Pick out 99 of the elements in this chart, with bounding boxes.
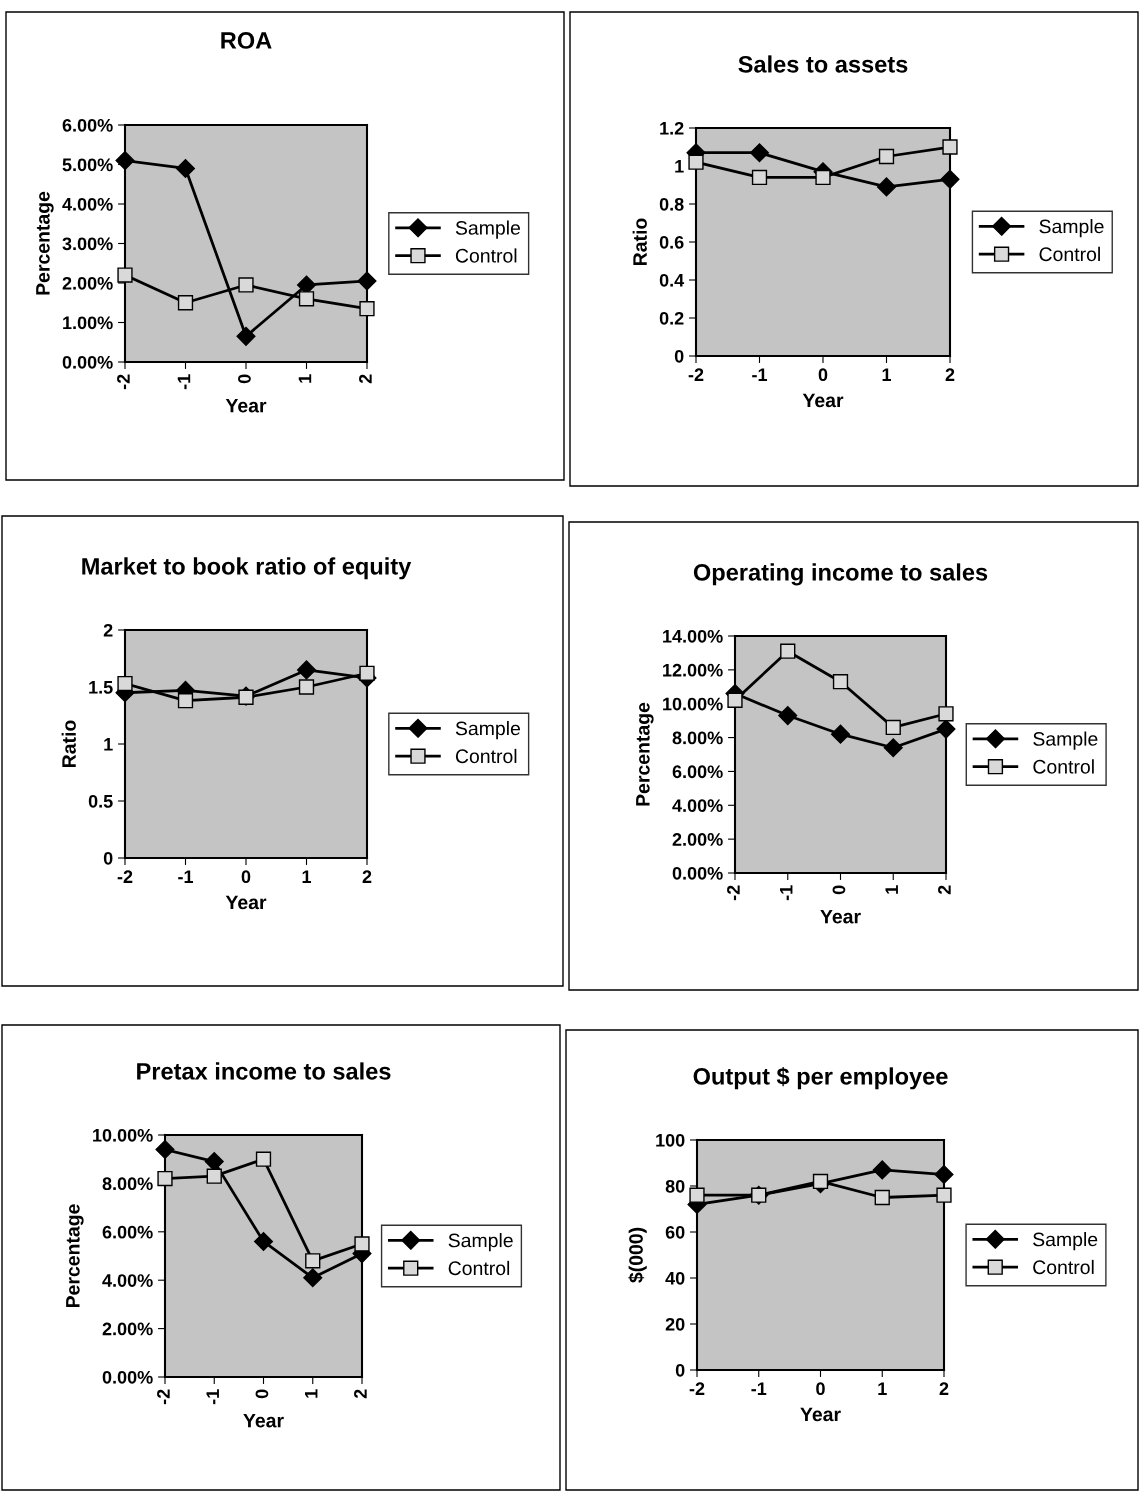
- y-tick-label: 0.8: [659, 197, 684, 211]
- x-tick-label: 1: [882, 368, 892, 381]
- x-tick-label: 2: [938, 885, 951, 895]
- y-tick-label: 0: [674, 349, 684, 363]
- legend-label: Control: [1039, 246, 1100, 262]
- chart-title: Operating income to sales: [693, 563, 988, 586]
- x-tick-label: -2: [157, 1389, 170, 1405]
- chart-title: Pretax income to sales: [137, 1062, 391, 1080]
- y-tick-label: 6.00%: [672, 765, 723, 779]
- legend-label: Control: [1033, 759, 1094, 774]
- y-tick-label: 10.00%: [93, 1128, 153, 1142]
- x-tick-label: 2: [362, 870, 372, 883]
- x-tick-label: 2: [354, 1389, 367, 1399]
- x-tick-label: 1: [302, 870, 312, 883]
- y-tick-label: 0.6: [659, 235, 684, 249]
- y-tick-label: 6.00%: [102, 1225, 153, 1239]
- y-tick-label: 1.00%: [63, 316, 113, 330]
- y-tick-label: 0.00%: [102, 1370, 153, 1384]
- x-tick-label: 0: [238, 374, 251, 384]
- y-tick-label: 8.00%: [672, 731, 723, 745]
- legend-label: Sample: [1033, 1232, 1098, 1251]
- y-axis-title: Ratio: [61, 720, 76, 767]
- y-tick-label: 80: [665, 1179, 685, 1193]
- y-tick-label: 2.00%: [672, 833, 723, 846]
- x-tick-label: -1: [751, 1382, 767, 1395]
- y-tick-label: 0: [675, 1363, 685, 1377]
- y-axis-title: Percentage: [36, 191, 54, 295]
- y-tick-label: 2: [103, 623, 113, 637]
- x-axis-title: Year: [243, 1413, 284, 1428]
- y-tick-label: 12.00%: [663, 663, 723, 677]
- chart-title: ROA: [221, 32, 272, 49]
- legend-label: Sample: [455, 220, 520, 239]
- y-tick-label: 1.5: [89, 681, 113, 694]
- y-tick-label: 4.00%: [62, 197, 113, 211]
- x-tick-label: -2: [688, 368, 704, 381]
- x-tick-label: 0: [241, 870, 251, 884]
- chart-title: Sales to assets: [738, 55, 908, 73]
- y-tick-label: 0.00%: [62, 355, 113, 369]
- legend-label: Control: [448, 1260, 510, 1276]
- y-tick-label: 1: [104, 738, 113, 751]
- y-tick-label: 10.00%: [663, 697, 723, 711]
- x-tick-label: 2: [939, 1382, 949, 1395]
- x-tick-label: 1: [298, 374, 312, 383]
- y-axis-title: Ratio: [632, 218, 647, 265]
- y-tick-label: 6.00%: [62, 118, 113, 132]
- x-axis-title: Year: [225, 398, 267, 413]
- y-tick-label: 8.00%: [102, 1177, 153, 1191]
- x-tick-label: 0: [816, 1382, 825, 1396]
- legend-label: Control: [1033, 1259, 1094, 1275]
- y-axis-title: $(000): [628, 1227, 647, 1283]
- legend-label: Control: [455, 748, 517, 764]
- y-axis-title: Percentage: [636, 702, 654, 806]
- y-tick-label: 0: [103, 851, 113, 865]
- x-tick-label: 0: [818, 368, 828, 382]
- x-axis-title: Year: [225, 895, 267, 910]
- y-tick-label: 60: [665, 1225, 685, 1239]
- x-tick-label: 2: [945, 368, 955, 381]
- x-tick-label: -1: [206, 1389, 219, 1405]
- x-tick-label: -2: [689, 1382, 705, 1395]
- x-axis-title: Year: [820, 909, 861, 924]
- y-tick-label: 0.5: [88, 794, 113, 808]
- y-tick-label: 40: [665, 1271, 685, 1285]
- y-tick-label: 0.4: [659, 273, 685, 287]
- x-axis-title: Year: [800, 1407, 841, 1422]
- x-tick-label: -2: [727, 885, 740, 901]
- y-tick-label: 1.2: [660, 121, 684, 135]
- y-tick-label: 4.00%: [672, 799, 723, 813]
- x-tick-label: -2: [117, 870, 133, 883]
- y-tick-label: 14.00%: [663, 629, 723, 643]
- legend-label: Sample: [1033, 731, 1098, 750]
- chart-title: Output $ per employee: [693, 1066, 948, 1090]
- x-tick-label: 0: [832, 885, 846, 895]
- y-tick-label: 2.00%: [62, 276, 113, 290]
- x-tick-label: 1: [305, 1389, 318, 1398]
- x-tick-label: -2: [117, 374, 130, 390]
- legend-label: Sample: [455, 721, 520, 740]
- y-tick-label: 100: [656, 1133, 685, 1147]
- y-tick-label: 3.00%: [62, 237, 113, 251]
- legend-label: Sample: [448, 1233, 513, 1252]
- x-tick-label: 1: [885, 885, 898, 894]
- x-tick-label: 2: [359, 374, 372, 384]
- y-axis-title: Percentage: [66, 1204, 84, 1308]
- x-tick-label: 1: [878, 1382, 887, 1395]
- y-tick-label: 0.2: [659, 311, 684, 325]
- legend-label: Sample: [1039, 219, 1104, 238]
- y-tick-label: 2.00%: [102, 1322, 153, 1336]
- x-axis-title: Year: [802, 393, 844, 408]
- x-tick-label: -1: [780, 885, 793, 901]
- y-tick-label: 0.00%: [672, 866, 723, 880]
- y-tick-label: 20: [665, 1317, 685, 1331]
- y-tick-label: 1: [675, 160, 684, 173]
- x-tick-label: -1: [178, 870, 194, 883]
- y-tick-label: 4.00%: [102, 1274, 153, 1287]
- chart-title: Market to book ratio of equity: [82, 557, 412, 580]
- x-tick-label: 0: [255, 1389, 269, 1399]
- legend-label: Control: [455, 248, 517, 263]
- x-tick-label: -1: [752, 368, 768, 381]
- x-tick-label: -1: [177, 374, 191, 390]
- y-tick-label: 5.00%: [62, 158, 113, 172]
